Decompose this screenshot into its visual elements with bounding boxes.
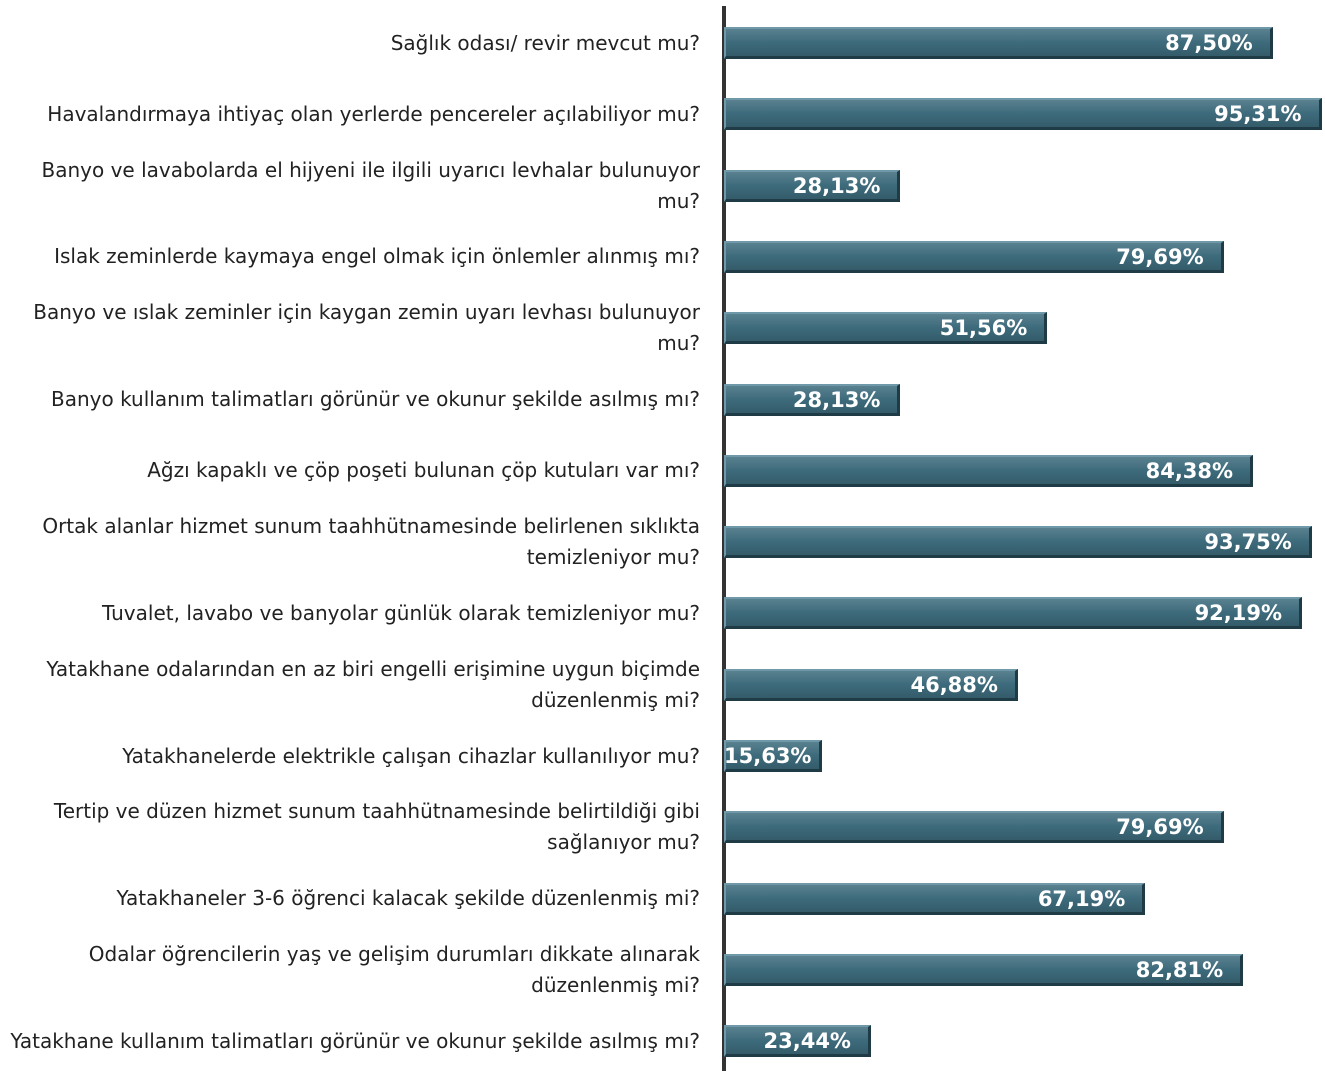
category-label: Tertip ve düzen hizmet sunum taahhütname… xyxy=(53,799,700,855)
category-label: Islak zeminlerde kaymaya engel olmak içi… xyxy=(54,244,700,269)
value-label: 46,88% xyxy=(910,672,998,697)
bar xyxy=(724,953,1244,986)
bar xyxy=(724,454,1254,487)
bar xyxy=(724,811,1224,844)
category-label: Banyo ve lavabolarda el hijyeni ile ilgi… xyxy=(41,157,701,213)
value-label: 15,63% xyxy=(724,744,812,768)
category-label: Yatakhanelerde elektrikle çalışan cihazl… xyxy=(122,743,700,768)
category-label: Havalandırmaya ihtiyaç olan yerlerde pen… xyxy=(47,101,700,126)
bar xyxy=(724,169,901,202)
bar xyxy=(724,27,1273,59)
value-label: 95,31% xyxy=(1214,102,1302,127)
category-label: Ortak alanlar hizmet sunum taahhütnamesi… xyxy=(42,514,700,570)
category-label: Ağzı kapaklı ve çöp poşeti bulunan çöp k… xyxy=(147,458,700,483)
category-label: Tuvalet, lavabo ve banyolar günlük olara… xyxy=(101,600,700,625)
bar xyxy=(724,740,822,772)
bar xyxy=(724,383,901,416)
bar xyxy=(724,526,1312,559)
value-label: 79,69% xyxy=(1116,815,1204,840)
bar xyxy=(724,668,1018,701)
bar xyxy=(724,98,1322,131)
category-label: Odalar öğrencilerin yaş ve gelişim durum… xyxy=(88,941,700,997)
category-label: Sağlık odası/ revir mevcut mu? xyxy=(390,30,700,55)
bar xyxy=(724,882,1146,915)
category-label: Yatakhaneler 3-6 öğrenci kalacak şekilde… xyxy=(116,886,700,911)
value-label: 23,44% xyxy=(763,1029,851,1054)
value-label: 92,19% xyxy=(1194,601,1283,626)
value-label: 87,50% xyxy=(1165,31,1253,55)
value-label: 51,56% xyxy=(939,316,1028,341)
category-label: Yatakhane odalarından en az biri engelli… xyxy=(46,656,700,712)
value-label: 93,75% xyxy=(1204,530,1292,555)
category-label: Banyo ve ıslak zeminler için kaygan zemi… xyxy=(33,300,700,356)
category-label: Yatakhane kullanım talimatları görünür v… xyxy=(10,1028,700,1053)
value-label: 28,13% xyxy=(792,173,881,198)
value-label: 84,38% xyxy=(1145,458,1234,483)
bar xyxy=(724,312,1048,345)
value-label: 28,13% xyxy=(792,387,881,412)
value-label: 79,69% xyxy=(1116,244,1204,269)
bar xyxy=(724,1025,871,1058)
bar xyxy=(724,597,1303,630)
value-label: 67,19% xyxy=(1037,886,1126,911)
category-label: Banyo kullanım talimatları görünür ve ok… xyxy=(50,387,700,411)
value-label: 82,81% xyxy=(1135,957,1224,982)
bar xyxy=(724,240,1224,273)
